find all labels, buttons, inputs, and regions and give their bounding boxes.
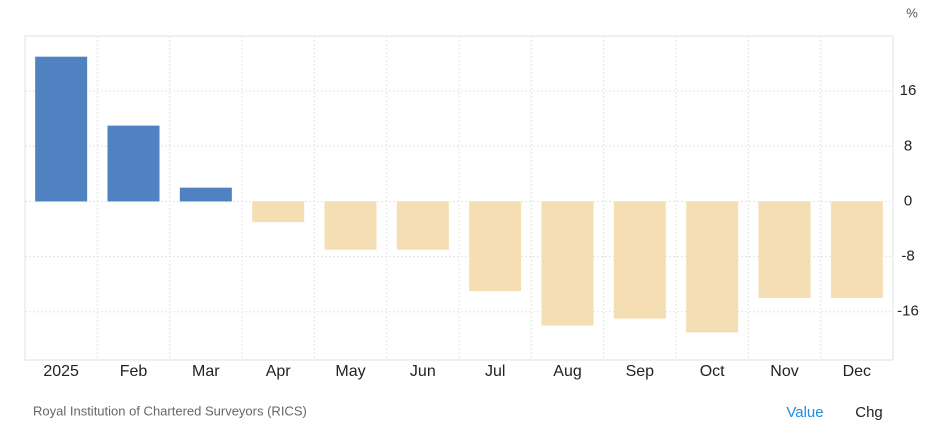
y-tick-label: -16: [897, 303, 919, 320]
x-tick-label: Dec: [843, 363, 871, 380]
bar: [252, 201, 305, 223]
y-tick-label: 8: [904, 137, 912, 154]
bar: [686, 201, 739, 333]
bar: [107, 125, 160, 202]
source: Royal Institution of Chartered Surveyors…: [33, 403, 307, 418]
x-tick-label: Mar: [192, 363, 220, 380]
y-tick-label: -8: [901, 248, 914, 265]
y-tick-label: 16: [900, 82, 917, 99]
bar: [35, 56, 88, 202]
unit-label: %: [906, 5, 918, 20]
x-tick-label: Oct: [700, 363, 725, 380]
bar: [830, 201, 883, 298]
bar: [758, 201, 811, 298]
x-tick-label: May: [335, 363, 365, 380]
x-tick-label: Apr: [266, 363, 292, 380]
bar: [179, 187, 232, 202]
x-tick-label: Aug: [553, 363, 581, 380]
bar: [541, 201, 594, 326]
bar: [613, 201, 666, 319]
bar: [469, 201, 522, 292]
bar: [324, 201, 377, 250]
x-tick-label: Jul: [485, 363, 505, 380]
x-tick-label: Sep: [626, 363, 655, 380]
y-tick-label: 0: [904, 192, 912, 209]
x-tick-label: Jun: [410, 363, 436, 380]
tab-chg[interactable]: Chg: [855, 404, 883, 421]
bar: [396, 201, 449, 250]
tab-value[interactable]: Value: [786, 404, 823, 421]
x-tick-label: Nov: [770, 363, 798, 380]
x-tick-label: Feb: [120, 363, 148, 380]
x-tick-label: 2025: [43, 363, 79, 380]
